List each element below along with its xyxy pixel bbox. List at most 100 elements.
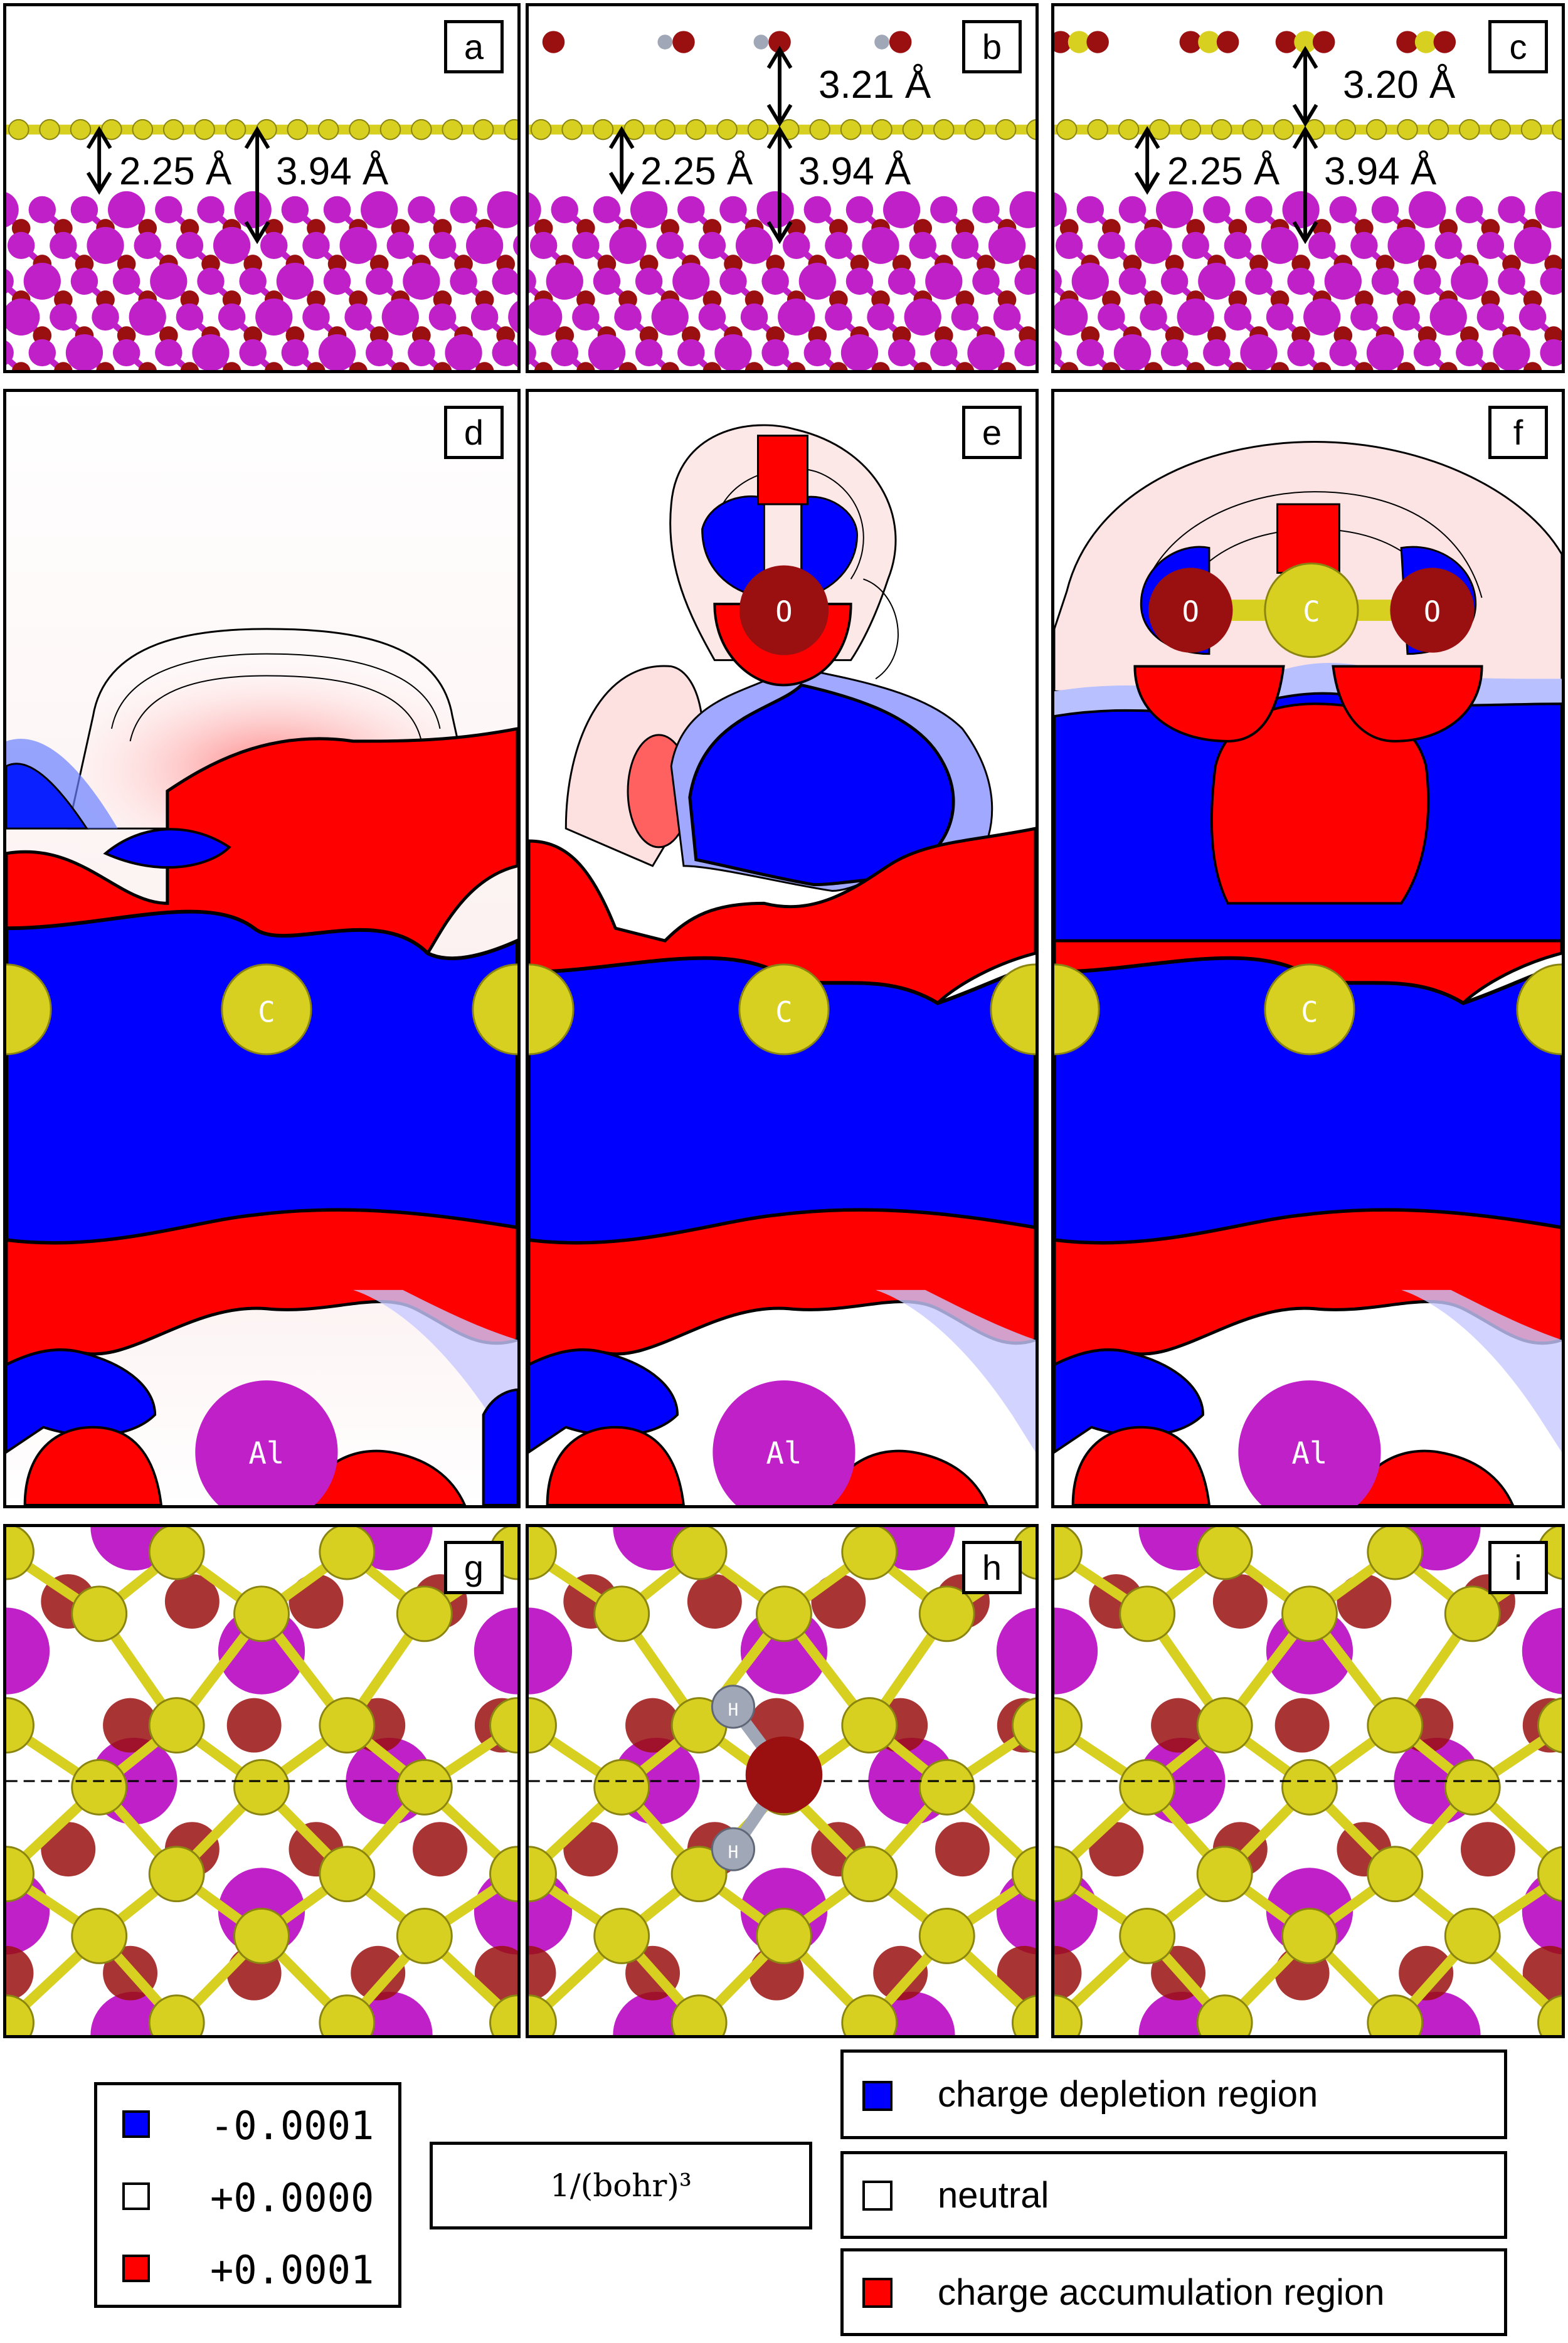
o-atom <box>1228 362 1248 370</box>
distance-b-left: 2.25 Å <box>640 150 753 193</box>
c-atom <box>918 1908 975 1964</box>
o-atom <box>265 362 283 370</box>
panel-label-f: f <box>1488 406 1548 459</box>
c-atom <box>756 1908 812 1964</box>
al-atom <box>1287 267 1315 295</box>
al-atom <box>50 231 77 260</box>
o-atom <box>1060 362 1079 370</box>
c-atom <box>319 1527 376 1580</box>
o-atom <box>1054 31 1072 53</box>
c-atom <box>349 119 370 140</box>
c-atom <box>233 1908 290 1964</box>
distance-c-top: 3.20 Å <box>1343 63 1456 107</box>
al-atom <box>1387 226 1425 264</box>
c-atom <box>1444 1585 1501 1642</box>
c-atom <box>670 1846 728 1903</box>
c-atom <box>101 119 122 140</box>
c-atom <box>1054 1994 1083 2035</box>
panel-label-c: c <box>1488 20 1548 73</box>
al-atom <box>50 303 77 331</box>
c-atom <box>1414 31 1438 53</box>
panel-g-top-view: g <box>3 1524 521 2038</box>
al-atom <box>92 303 119 331</box>
al-atom <box>988 226 1026 264</box>
o-atom <box>222 362 241 370</box>
al-atom <box>1240 334 1278 370</box>
al-atom <box>6 1607 50 1695</box>
c-atom <box>1294 31 1316 53</box>
o-atom <box>351 1945 406 2001</box>
water-molecule: H H <box>711 1685 823 1871</box>
al-atom <box>1098 303 1125 331</box>
al-atom <box>803 196 832 224</box>
o-atom <box>1151 1698 1206 1753</box>
c-atom <box>592 119 614 140</box>
al-atom <box>508 300 517 333</box>
c-atom <box>379 119 401 140</box>
o-atom <box>1397 362 1416 370</box>
al-atom <box>909 231 936 260</box>
c-atom <box>1281 1585 1338 1642</box>
al-atom <box>70 267 98 295</box>
o-atom <box>702 362 722 370</box>
c-atom <box>1552 119 1562 140</box>
c-atom <box>995 119 1017 140</box>
al-atom <box>1350 303 1378 331</box>
al-atom <box>1118 267 1147 295</box>
c-atom <box>747 119 769 140</box>
al-atom <box>239 267 267 295</box>
o-atom <box>1355 362 1374 370</box>
al-atom <box>1429 298 1467 336</box>
c-atom <box>6 1697 34 1754</box>
o-atom <box>955 362 975 370</box>
al-atom <box>825 303 852 331</box>
c-atom <box>472 119 494 140</box>
c-atom <box>840 119 862 140</box>
al-atom <box>735 226 773 264</box>
o-atom <box>1144 362 1163 370</box>
al-atom <box>428 231 457 260</box>
al-atom <box>677 196 705 224</box>
c-atom <box>6 1527 34 1580</box>
panel-label-e: e <box>962 406 1022 459</box>
atom-label-c: C <box>775 995 792 1029</box>
al-atom <box>651 298 689 336</box>
al-atom <box>1076 339 1104 367</box>
c-atom <box>809 119 831 140</box>
al-atom <box>698 303 726 331</box>
al-atom <box>529 192 541 228</box>
al-atom <box>1498 267 1525 295</box>
al-atom <box>1177 298 1214 336</box>
c-atom <box>71 1908 128 1964</box>
c-atom <box>132 119 154 140</box>
panel-label-d: d <box>444 406 504 459</box>
o-atom <box>103 1698 158 1753</box>
c-atom <box>1119 1908 1176 1964</box>
c-atom <box>654 119 676 140</box>
al-atom <box>904 298 941 336</box>
al-atom <box>1009 191 1036 228</box>
o-atom <box>1275 31 1298 53</box>
al-atom <box>192 334 230 370</box>
structure-g <box>6 1527 517 2035</box>
al-atom <box>492 267 517 295</box>
c-atom <box>1054 1697 1083 1754</box>
al-atom <box>1261 226 1299 264</box>
al-atom <box>951 303 979 331</box>
c-atom <box>396 1585 453 1642</box>
al-atom <box>1160 339 1189 367</box>
al-atom <box>1456 196 1483 224</box>
al-atom <box>1098 231 1125 260</box>
c-atom <box>1087 119 1108 140</box>
c-atom <box>1365 119 1387 140</box>
al-atom <box>1392 303 1420 331</box>
al-atom <box>1182 231 1209 260</box>
al-atom <box>845 196 874 224</box>
c-atom <box>319 1994 376 2035</box>
al-atom <box>213 226 251 264</box>
al-atom <box>845 267 874 295</box>
al-atom <box>6 341 14 365</box>
region-label-depletion: charge depletion region <box>938 2074 1318 2115</box>
c-atom <box>902 119 924 140</box>
al-atom <box>150 262 188 300</box>
